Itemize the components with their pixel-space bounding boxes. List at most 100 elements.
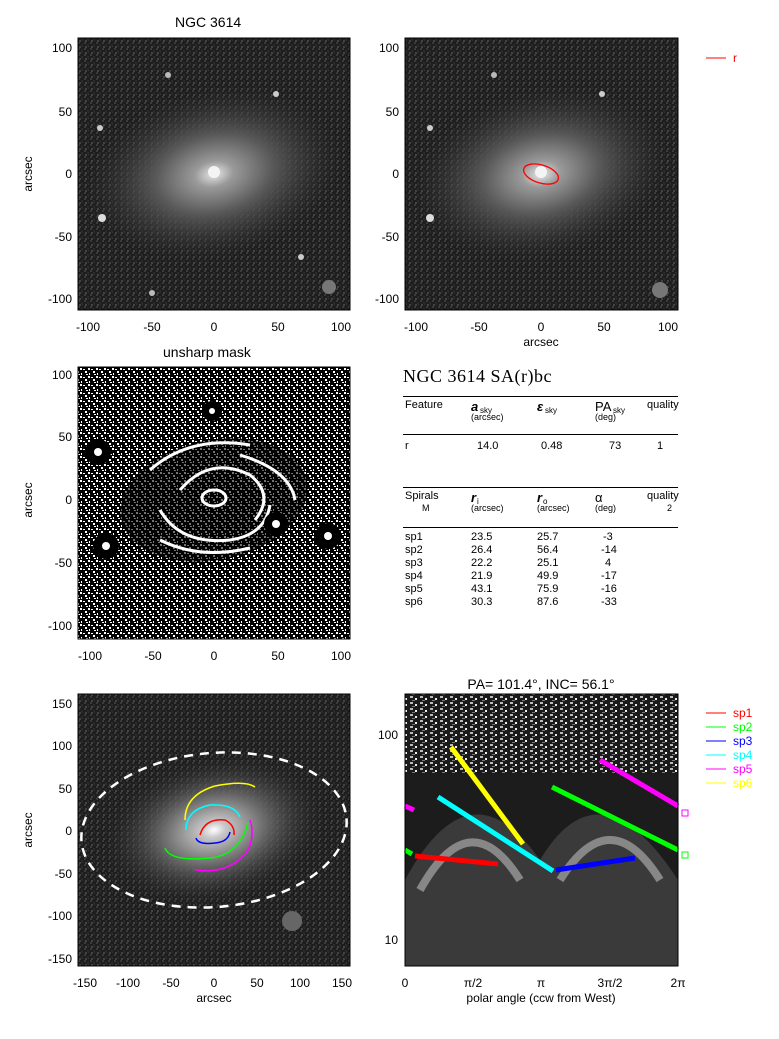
svg-text:100: 100 [52, 368, 72, 382]
svg-text:150: 150 [332, 976, 352, 990]
svg-text:50: 50 [271, 649, 285, 663]
svg-text:-100: -100 [404, 320, 428, 334]
svg-text:0: 0 [211, 649, 218, 663]
divider [403, 396, 678, 397]
svg-text:π: π [537, 976, 545, 990]
unsharp-mask-title: unsharp mask [163, 344, 251, 360]
polar-plot-axes: 100 10 0 π/2 π 3π/2 2π polar angle (ccw … [378, 676, 686, 1005]
top-left-title: NGC 3614 [175, 14, 242, 30]
svg-text:sp5: sp5 [733, 762, 753, 776]
y-tick: 0 [65, 167, 72, 181]
y-tick: 50 [59, 105, 73, 119]
x-tick: 0 [211, 320, 218, 334]
galaxy-image-bottom-left [77, 693, 351, 967]
divider [403, 434, 678, 435]
svg-text:50: 50 [250, 976, 264, 990]
svg-text:0: 0 [65, 824, 72, 838]
x-tick: 100 [331, 320, 351, 334]
sp6-line [448, 745, 526, 846]
legend-r: r [706, 51, 737, 65]
sp5-line-a [403, 803, 416, 813]
svg-text:-50: -50 [162, 976, 180, 990]
svg-text:50: 50 [59, 782, 73, 796]
svg-text:50: 50 [597, 320, 611, 334]
svg-text:arcsec: arcsec [21, 482, 35, 517]
svg-text:sp4: sp4 [733, 748, 753, 762]
svg-text:10: 10 [385, 933, 399, 947]
svg-text:-100: -100 [48, 909, 72, 923]
svg-text:-50: -50 [55, 556, 73, 570]
sp4-line [436, 794, 555, 874]
svg-text:r: r [733, 51, 737, 65]
svg-text:-150: -150 [48, 952, 72, 966]
svg-text:sp6: sp6 [733, 776, 753, 790]
svg-text:-100: -100 [116, 976, 140, 990]
svg-text:sp1: sp1 [733, 706, 753, 720]
svg-text:sp2: sp2 [733, 720, 753, 734]
svg-text:0: 0 [538, 320, 545, 334]
x-tick: -100 [76, 320, 100, 334]
bottom-left-axes: 150 100 50 0 -50 -100 -150 -150 -100 -50… [21, 697, 352, 1005]
sp2-line-b [550, 784, 680, 853]
y-tick: -50 [55, 230, 73, 244]
y-tick: -100 [48, 292, 72, 306]
svg-text:-50: -50 [144, 649, 162, 663]
sp1-line [414, 853, 499, 867]
divider [403, 527, 678, 528]
svg-text:π/2: π/2 [464, 976, 483, 990]
sp1-fit [199, 819, 235, 836]
x-tick: -50 [143, 320, 161, 334]
galaxy-image-top-right [404, 37, 679, 311]
svg-text:0: 0 [211, 976, 218, 990]
polar-plot [403, 693, 689, 967]
svg-text:100: 100 [290, 976, 310, 990]
svg-text:sp3: sp3 [733, 734, 753, 748]
spiral-legend: sp1 sp2 sp3 sp4 sp5 sp6 [706, 706, 753, 790]
galaxy-image-top-left [77, 37, 351, 311]
svg-text:0: 0 [65, 493, 72, 507]
svg-text:0: 0 [392, 167, 399, 181]
svg-text:100: 100 [331, 649, 351, 663]
sp2-line-a [403, 847, 414, 857]
x-tick: 50 [271, 320, 285, 334]
sp3-fit [195, 831, 231, 845]
y-axis-label: arcsec [21, 156, 35, 191]
unsharp-mask-axes: 100 50 0 -50 -100 -100 -50 0 50 100 arcs… [21, 368, 351, 663]
svg-text:0: 0 [402, 976, 409, 990]
svg-text:150: 150 [52, 697, 72, 711]
sp5-fit [194, 819, 253, 872]
svg-text:polar angle (ccw from West): polar angle (ccw from West) [466, 991, 615, 1005]
svg-text:100: 100 [658, 320, 678, 334]
sp4-fit [185, 804, 241, 831]
sp6-fit [184, 782, 256, 821]
y-tick: 100 [52, 41, 72, 55]
table-heading: NGC 3614 SA(r)bc [403, 366, 552, 386]
polar-plot-title: PA= 101.4°, INC= 56.1° [467, 676, 614, 692]
svg-text:arcsec: arcsec [523, 335, 558, 349]
svg-text:2π: 2π [671, 976, 686, 990]
svg-text:100: 100 [52, 739, 72, 753]
sp5-line-b [598, 757, 680, 809]
svg-text:3π/2: 3π/2 [598, 976, 623, 990]
svg-text:50: 50 [59, 430, 73, 444]
svg-text:100: 100 [379, 41, 399, 55]
svg-text:100: 100 [378, 728, 398, 742]
svg-text:-100: -100 [48, 619, 72, 633]
svg-text:-50: -50 [470, 320, 488, 334]
svg-text:-50: -50 [55, 867, 73, 881]
unsharp-mask-image [77, 366, 351, 640]
svg-text:arcsec: arcsec [196, 991, 231, 1005]
sp3-line [555, 855, 636, 873]
svg-text:arcsec: arcsec [21, 812, 35, 847]
top-right-axes: 100 50 0 -50 -100 -100 -50 0 50 100 arcs… [375, 41, 678, 349]
svg-text:-50: -50 [382, 230, 400, 244]
sp2-fit [164, 821, 249, 860]
svg-text:-150: -150 [73, 976, 97, 990]
svg-text:-100: -100 [375, 292, 399, 306]
disk-ellipse [80, 751, 348, 909]
top-left-axes: 100 50 0 -50 -100 -100 -50 0 50 100 arcs… [21, 41, 351, 334]
ring-ellipse [522, 163, 560, 185]
divider [403, 487, 678, 488]
svg-text:-100: -100 [78, 649, 102, 663]
